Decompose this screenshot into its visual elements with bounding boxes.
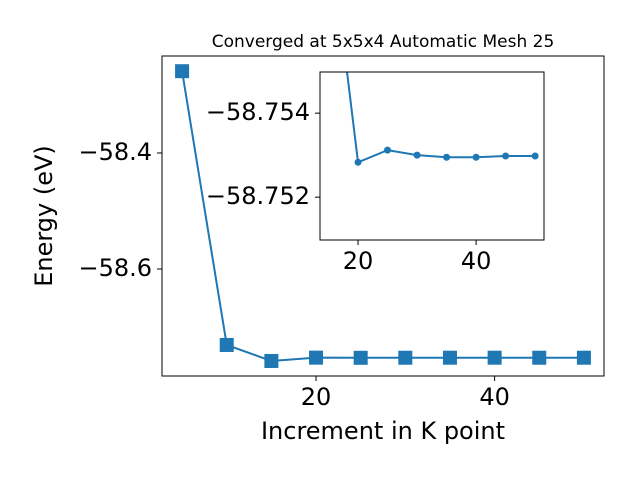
series-line <box>346 72 536 164</box>
marker <box>219 337 234 352</box>
x-axis-label: Increment in K point <box>261 417 505 445</box>
marker <box>502 152 510 160</box>
y-tick-label: −58.4 <box>78 138 152 166</box>
y-tick-label: −58.752 <box>206 182 310 210</box>
y-tick-label: −58.6 <box>78 254 152 282</box>
y-tick-label: −58.754 <box>206 98 310 126</box>
marker <box>264 353 279 368</box>
marker <box>309 350 324 365</box>
marker <box>442 350 457 365</box>
marker <box>576 350 591 365</box>
axes-frame <box>161 55 605 377</box>
chart-title: Converged at 5x5x4 Automatic Mesh 25 <box>212 32 555 52</box>
marker <box>413 151 421 159</box>
marker <box>472 153 480 161</box>
marker <box>354 158 362 166</box>
marker <box>384 146 392 154</box>
x-tick-label: 40 <box>461 247 492 275</box>
marker <box>353 350 368 365</box>
x-tick-label: 20 <box>301 383 332 411</box>
marker <box>487 350 502 365</box>
axes-frame <box>319 71 545 241</box>
x-tick-label: 20 <box>343 247 374 275</box>
inset-plot <box>346 72 539 166</box>
marker <box>531 152 539 160</box>
marker <box>398 350 413 365</box>
marker <box>532 350 547 365</box>
marker <box>175 64 190 79</box>
series-line <box>181 71 584 362</box>
x-tick-label: 40 <box>479 383 510 411</box>
marker <box>443 153 451 161</box>
main-plot <box>175 64 591 368</box>
y-axis-label: Energy (eV) <box>30 145 58 287</box>
